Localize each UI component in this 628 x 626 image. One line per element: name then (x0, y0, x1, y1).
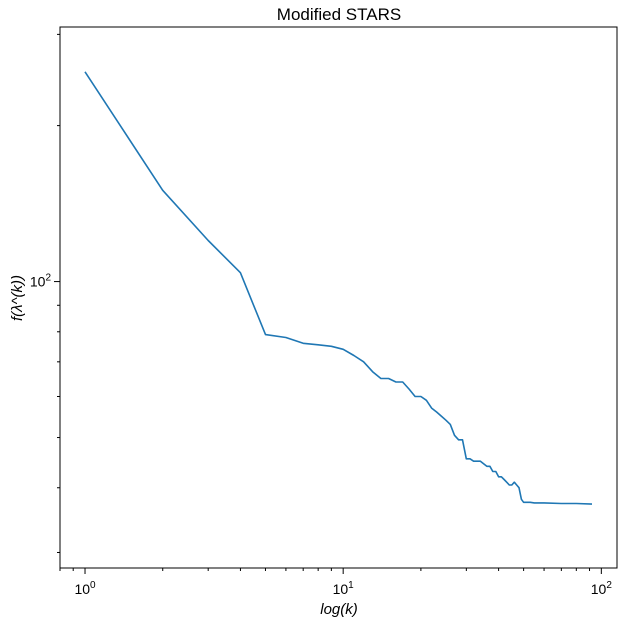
x-tick-label: 101 (333, 580, 355, 597)
x-minor-ticks (59, 568, 591, 571)
x-tick-label: 100 (74, 580, 96, 597)
y-tick-label: 102 (30, 273, 52, 290)
y-axis-label: f(λ^(k)) (9, 275, 26, 321)
y-minor-ticks (57, 33, 60, 553)
plot-frame (59, 26, 618, 569)
x-axis-label: log(k) (320, 601, 358, 618)
x-major-ticks: 100 101 102 (74, 568, 612, 597)
y-major-ticks: 102 (30, 273, 60, 290)
chart-title: Modified STARS (277, 5, 401, 24)
series-line (84, 71, 593, 505)
x-tick-label: 102 (591, 580, 613, 597)
